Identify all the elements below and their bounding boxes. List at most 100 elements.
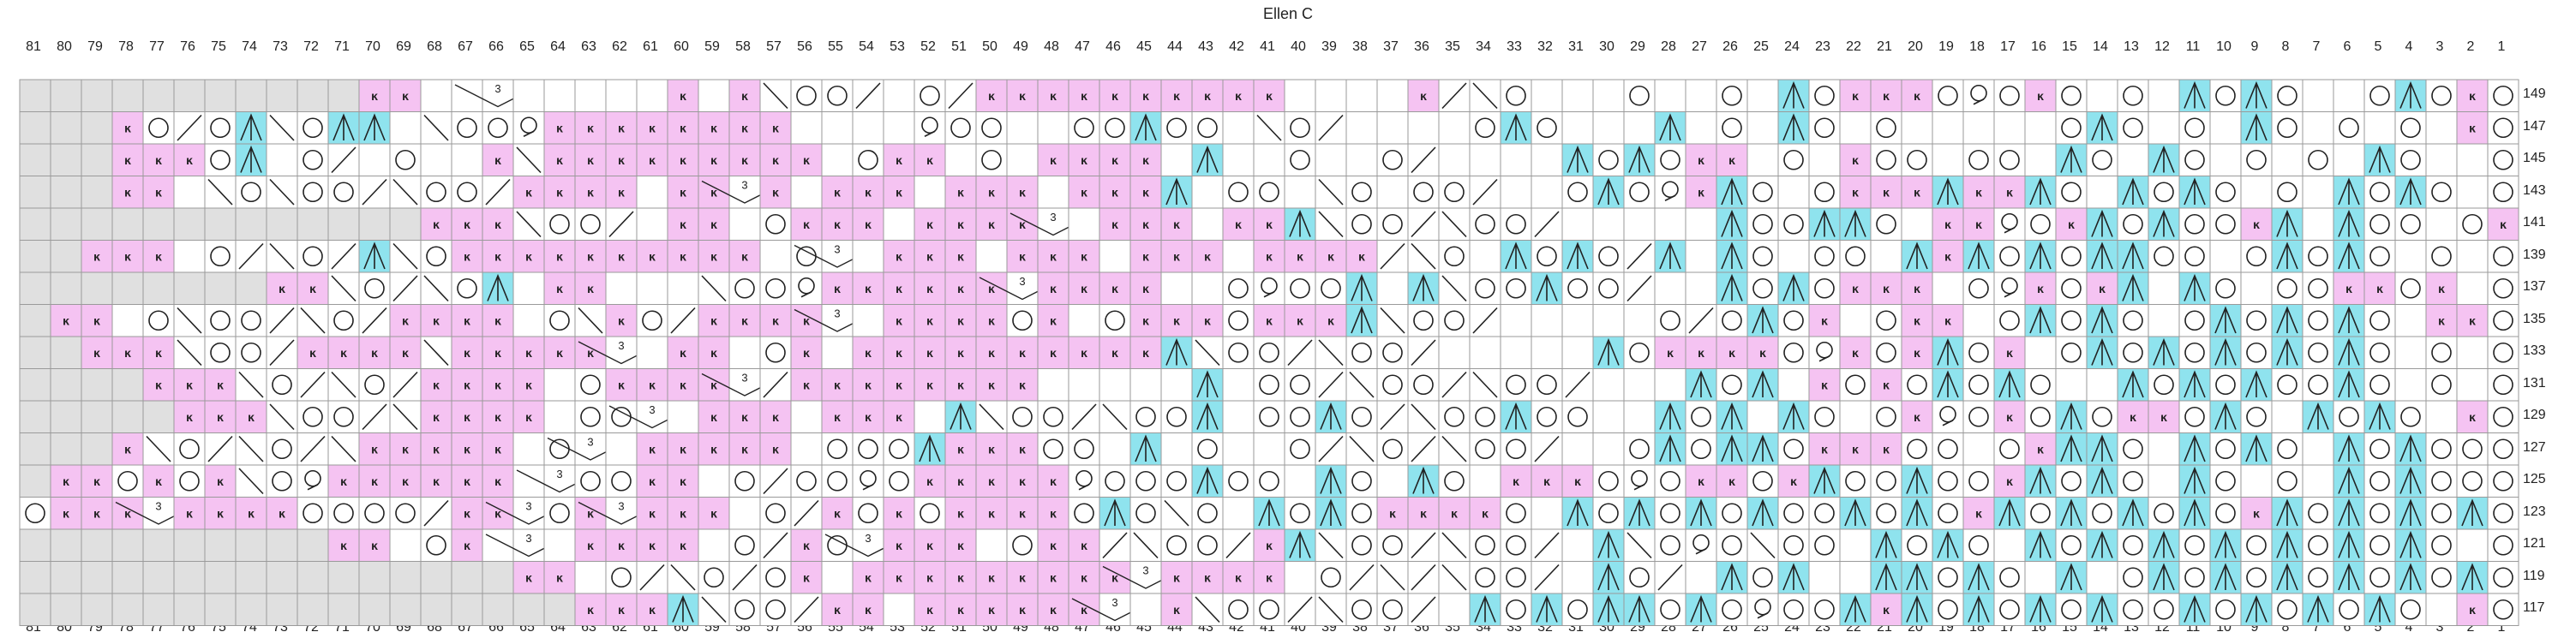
chart-cell: ĸ: [1160, 240, 1193, 273]
chart-cell: [1777, 111, 1810, 145]
chart-cell: [297, 207, 329, 241]
chart-cell: [1284, 336, 1316, 369]
chart-cell: [1315, 497, 1347, 530]
column-number: 73: [273, 39, 288, 54]
chart-cell: ĸ: [759, 432, 792, 466]
chart-cell: [19, 79, 51, 112]
chart-cell: [1500, 111, 1532, 145]
chart-cell: [50, 79, 82, 112]
svg-text:ĸ: ĸ: [1173, 313, 1180, 327]
chart-cell: [1129, 368, 1162, 402]
chart-cell: [1284, 561, 1316, 594]
chart-cell: ĸ: [975, 207, 1008, 241]
chart-cell: [1839, 368, 1872, 402]
chart-cell: ĸ: [389, 432, 422, 466]
chart-cell: [728, 593, 761, 626]
chart-cell: [1654, 176, 1686, 209]
svg-text:ĸ: ĸ: [896, 539, 902, 552]
chart-cell: [1932, 336, 1964, 369]
chart-cell: [1716, 368, 1748, 402]
chart-cell: [297, 561, 329, 594]
chart-cell: [1500, 528, 1532, 562]
chart-cell: [1746, 176, 1779, 209]
chart-cell: [2487, 336, 2519, 369]
chart-cell: ĸ: [1129, 176, 1162, 209]
chart-cell: [1129, 432, 1162, 466]
chart-cell: ĸ: [482, 368, 514, 402]
svg-text:3: 3: [525, 532, 531, 545]
chart-cell: [2086, 304, 2118, 337]
chart-cell: [1808, 464, 1841, 498]
chart-cell: [1191, 497, 1224, 530]
chart-cell: [1438, 143, 1471, 176]
chart-cell: [389, 143, 422, 176]
chart-cell: [2178, 400, 2211, 433]
chart-cell: ĸ: [451, 432, 483, 466]
chart-cell: ĸ: [728, 304, 761, 337]
chart-cell: [790, 593, 823, 626]
chart-cell: [2487, 143, 2519, 176]
chart-cell: [1993, 432, 2026, 466]
chart-cell: [420, 240, 452, 273]
chart-cell: [2456, 207, 2489, 241]
chart-cell: ĸ: [883, 176, 915, 209]
chart-cell: [1561, 400, 1594, 433]
column-number: 9: [2250, 620, 2259, 635]
chart-cell: [2302, 593, 2334, 626]
column-number: 81: [26, 39, 41, 54]
svg-text:ĸ: ĸ: [433, 218, 440, 231]
chart-cell: ĸ: [1870, 368, 1902, 402]
chart-cell: ĸ: [883, 271, 915, 305]
chart-cell: ĸ: [1037, 561, 1069, 594]
chart-cell: [790, 271, 823, 305]
svg-text:ĸ: ĸ: [124, 506, 131, 520]
chart-cell: [420, 79, 452, 112]
chart-cell: [1315, 143, 1347, 176]
chart-cell: [1253, 143, 1285, 176]
svg-text:ĸ: ĸ: [896, 506, 902, 520]
chart-cell: [1068, 304, 1100, 337]
chart-cell: ĸ: [1777, 464, 1810, 498]
chart-cell: [2117, 561, 2149, 594]
svg-text:ĸ: ĸ: [1698, 474, 1704, 488]
chart-cell: ĸ: [1068, 528, 1100, 562]
chart-cell: [2456, 497, 2489, 530]
chart-cell: [1160, 336, 1193, 369]
chart-cell: [1037, 432, 1069, 466]
chart-cell: [698, 593, 730, 626]
svg-text:ĸ: ĸ: [1266, 313, 1273, 327]
chart-cell: ĸ: [574, 271, 607, 305]
svg-text:ĸ: ĸ: [433, 474, 440, 488]
svg-text:ĸ: ĸ: [186, 506, 193, 520]
chart-cell: [1222, 336, 1255, 369]
column-number: 59: [704, 39, 720, 54]
svg-text:ĸ: ĸ: [494, 474, 501, 488]
svg-text:ĸ: ĸ: [865, 282, 872, 295]
svg-text:ĸ: ĸ: [618, 313, 625, 327]
svg-text:ĸ: ĸ: [556, 346, 563, 360]
svg-text:ĸ: ĸ: [680, 249, 686, 263]
chart-cell: [2333, 368, 2365, 402]
chart-cell: [358, 304, 391, 337]
column-number: 41: [1260, 39, 1275, 54]
svg-text:ĸ: ĸ: [2253, 506, 2260, 520]
chart-cell: ĸ: [420, 207, 452, 241]
chart-cell: [142, 400, 175, 433]
chart-cell: [1160, 464, 1193, 498]
svg-text:ĸ: ĸ: [957, 474, 964, 488]
chart-cell: [2178, 111, 2211, 145]
chart-cell: ĸ: [821, 176, 854, 209]
chart-cell: [1315, 207, 1347, 241]
chart-cell: [1592, 432, 1625, 466]
chart-cell: ĸ: [1993, 400, 2026, 433]
chart-cell: ĸ: [1037, 143, 1069, 176]
chart-cell: [1901, 240, 1933, 273]
chart-cell: [81, 143, 113, 176]
svg-text:3: 3: [1142, 564, 1148, 577]
chart-cell: [111, 207, 144, 241]
chart-cell: [1531, 528, 1563, 562]
chart-cell: [1592, 593, 1625, 626]
chart-cell: ĸ: [975, 464, 1008, 498]
chart-cell: ĸ: [173, 400, 206, 433]
chart-cell: [1068, 368, 1100, 402]
